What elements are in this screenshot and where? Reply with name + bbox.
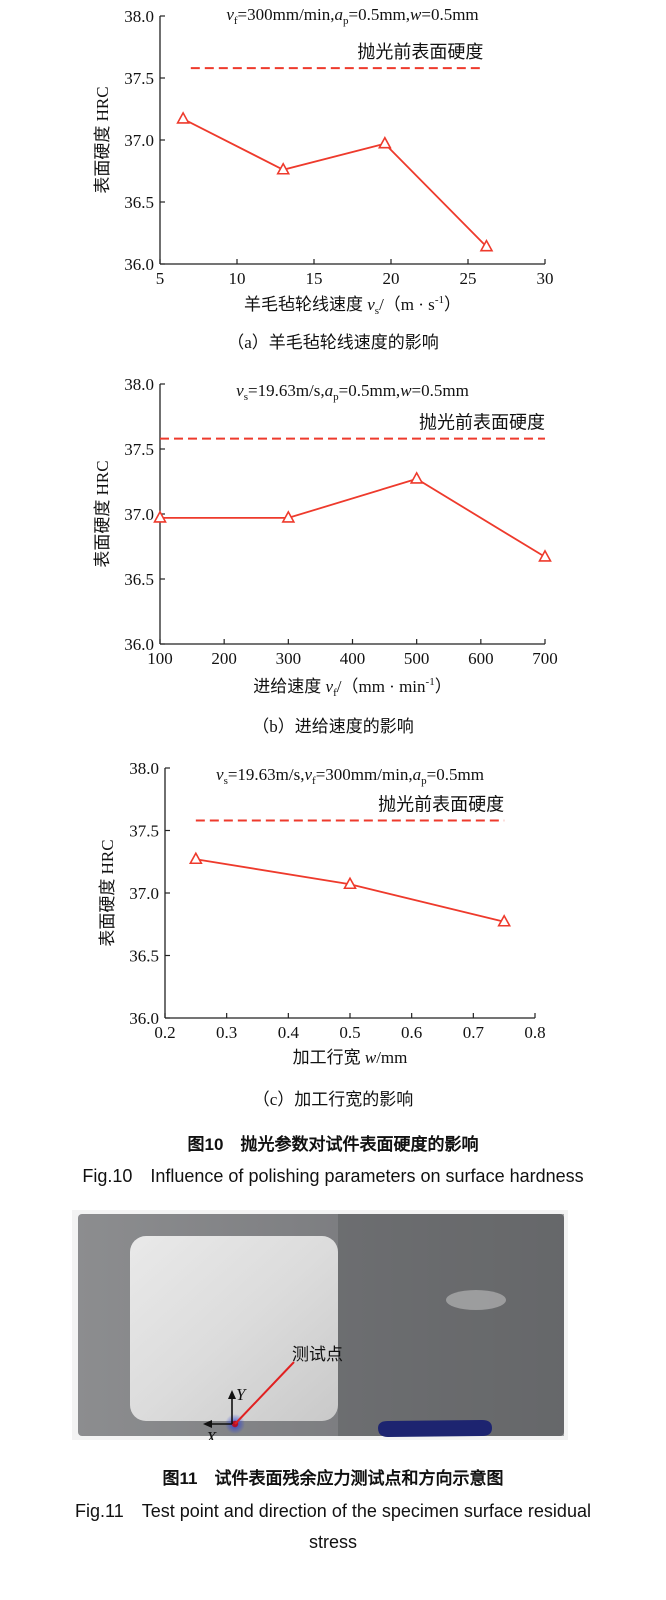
x-tick-label: 500 <box>404 649 430 668</box>
x-tick-label: 30 <box>537 269 554 288</box>
x-tick-label: 5 <box>156 269 165 288</box>
test-point-label: 测试点 <box>292 1345 343 1365</box>
leader-line <box>234 1361 295 1425</box>
x-tick-label: 0.2 <box>154 1023 175 1042</box>
x-axis-label: 加工行宽 w/mm <box>293 1048 408 1067</box>
y-tick-label: 36.0 <box>124 635 154 654</box>
x-tick-label: 0.8 <box>524 1023 545 1042</box>
x-tick-label: 20 <box>383 269 400 288</box>
data-point <box>176 111 190 124</box>
data-point <box>479 238 494 252</box>
axis-x-label: X <box>205 1428 217 1440</box>
x-tick-label: 0.7 <box>463 1023 485 1042</box>
chart-b: 36.0 36.5 37.0 37.5 38.0 100 200 300 400 500 600 70… <box>93 375 558 699</box>
caption-c: （c）加工行宽的影响 <box>252 1090 414 1109</box>
x-tick-label: 600 <box>468 649 494 668</box>
specimen-photo: Y X 测试点 <box>72 1210 568 1440</box>
data-point <box>538 549 552 562</box>
y-tick-label: 36.0 <box>124 255 154 274</box>
chart-c: 36.0 36.5 37.0 37.5 38.0 0.2 0.3 0.4 0.5 0.6 0.7 0.… <box>98 759 546 1067</box>
x-tick-label: 100 <box>147 649 173 668</box>
data-point <box>188 851 203 865</box>
data-point <box>377 136 392 149</box>
y-tick-label: 37.5 <box>124 440 154 459</box>
y-tick-label: 38.0 <box>124 7 154 26</box>
fig10-caption-cn: 图10 抛光参数对试件表面硬度的影响 <box>187 1135 479 1154</box>
y-tick-label: 37.0 <box>124 505 154 524</box>
data-point <box>343 876 357 890</box>
y-tick-label: 37.0 <box>129 884 159 903</box>
x-tick-label: 15 <box>306 269 323 288</box>
y-tick-label: 36.0 <box>129 1009 159 1028</box>
x-tick-label: 0.6 <box>401 1023 422 1042</box>
y-tick-label: 38.0 <box>124 375 154 394</box>
data-point <box>276 162 291 175</box>
y-tick-label: 37.5 <box>129 822 159 841</box>
data-point <box>497 914 512 927</box>
reference-label: 抛光前表面硬度 <box>357 42 483 63</box>
chart-a: 36.0 36.5 37.0 37.5 38.0 5 10 15 20 25 30 表面硬度 HRC 羊… <box>93 5 554 317</box>
series-line <box>182 118 488 248</box>
y-tick-label: 36.5 <box>124 193 154 212</box>
series-line <box>160 477 546 558</box>
x-tick-label: 25 <box>460 269 477 288</box>
y-axis-label: 表面硬度 HRC <box>93 460 112 567</box>
x-axis-label: 进给速度 vf/（mm · min-1） <box>253 676 451 699</box>
polished-area <box>130 1236 338 1421</box>
caption-a: （a）羊毛毡轮线速度的影响 <box>227 333 439 352</box>
x-tick-label: 400 <box>340 649 366 668</box>
y-axis-label: 表面硬度 HRC <box>98 839 117 946</box>
axis-y-label: Y <box>236 1385 247 1404</box>
y-tick-label: 37.5 <box>124 69 154 88</box>
y-axis-label: 表面硬度 HRC <box>93 86 112 193</box>
data-point <box>153 510 167 523</box>
fig11-caption-en-2: stress <box>308 1532 357 1552</box>
x-axis-label: 羊毛毡轮线速度 vs/（m · s-1） <box>244 294 461 317</box>
x-tick-label: 0.5 <box>339 1023 360 1042</box>
data-point <box>281 510 296 523</box>
x-tick-label: 0.3 <box>216 1023 237 1042</box>
reference-label: 抛光前表面硬度 <box>378 795 504 816</box>
y-tick-label: 37.0 <box>124 131 154 150</box>
x-tick-label: 200 <box>211 649 237 668</box>
caption-b: （b）进给速度的影响 <box>252 717 414 736</box>
fig10-caption-en: Fig.10 Influence of polishing parameters… <box>82 1166 584 1186</box>
x-tick-label: 700 <box>532 649 558 668</box>
reference-label: 抛光前表面硬度 <box>419 413 545 434</box>
x-tick-label: 0.4 <box>278 1023 300 1042</box>
params-label: vs=19.63m/s,ap=0.5mm,w=0.5mm <box>236 381 469 403</box>
fig11-caption-en-1: Fig.11 Test point and direction of the s… <box>75 1501 591 1521</box>
y-tick-label: 38.0 <box>129 759 159 778</box>
data-point <box>409 471 424 484</box>
y-tick-label: 36.5 <box>124 570 154 589</box>
fig11-caption-cn: 图11 试件表面残余应力测试点和方向示意图 <box>162 1469 504 1488</box>
series-line <box>195 858 505 923</box>
x-tick-label: 300 <box>276 649 302 668</box>
params-label: vf=300mm/min,ap=0.5mm,w=0.5mm <box>226 5 478 27</box>
y-tick-label: 36.5 <box>129 947 159 966</box>
x-tick-label: 10 <box>229 269 246 288</box>
params-label: vs=19.63m/s,vf=300mm/min,ap=0.5mm <box>216 765 484 787</box>
